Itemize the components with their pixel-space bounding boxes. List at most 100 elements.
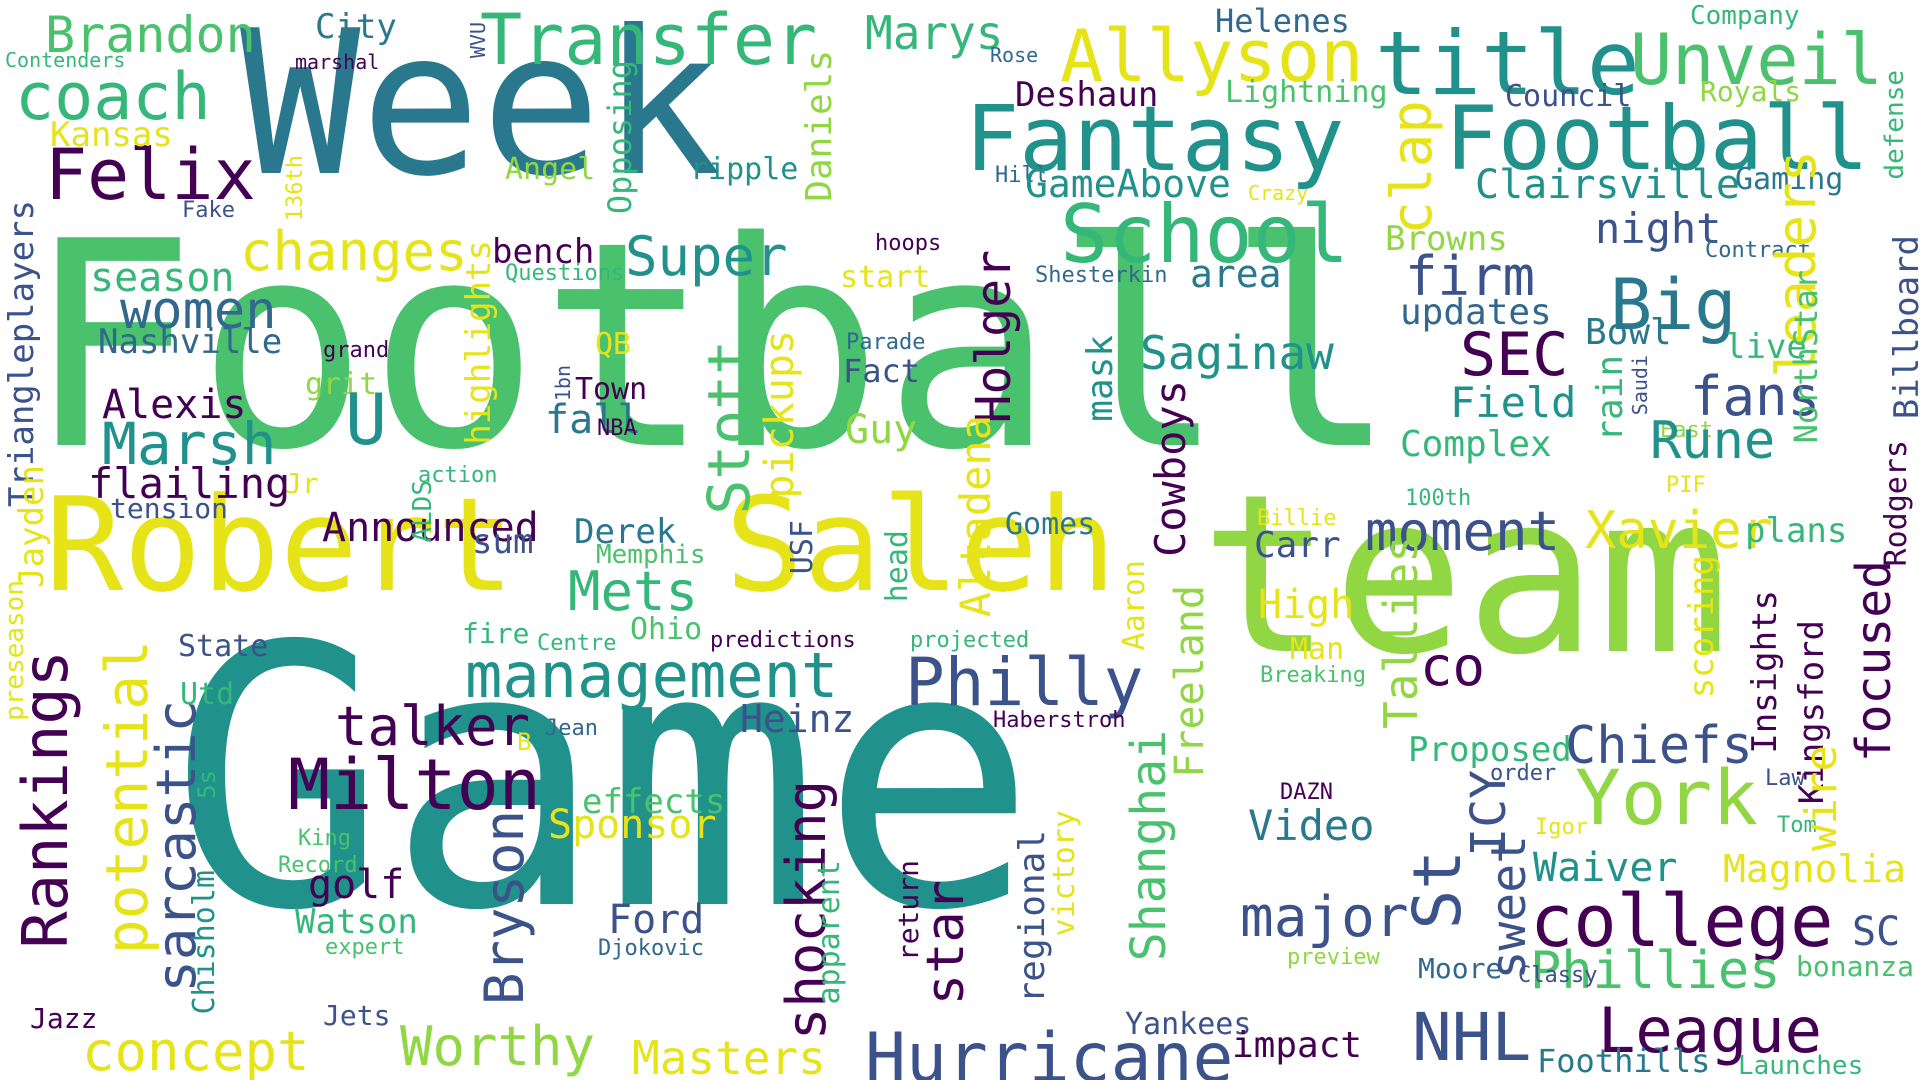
word-man: Man <box>1290 632 1345 667</box>
word-b: B <box>517 728 532 756</box>
word-cowboys: Cowboys <box>1146 380 1195 558</box>
word-contract: Contract <box>1705 238 1811 263</box>
word-city: City <box>315 7 397 47</box>
word-co: co <box>1420 635 1486 698</box>
word-helenes: Helenes <box>1215 2 1350 40</box>
word-royals: Royals <box>1700 75 1802 108</box>
word-jr: Jr <box>285 467 319 500</box>
word-jean: Jean <box>545 716 598 741</box>
word-watson: Watson <box>295 902 418 942</box>
word-league: League <box>1598 994 1822 1067</box>
word-clairsville: Clairsville <box>1475 162 1740 208</box>
word-effects: effects <box>582 782 726 822</box>
word-st: St <box>1399 850 1476 930</box>
word-utd: Utd <box>180 677 235 712</box>
word-sponsor: Sponsor <box>548 802 717 848</box>
word-night: night <box>1595 204 1722 253</box>
word-proposed: Proposed <box>1408 730 1572 770</box>
word-high: High <box>1258 582 1355 628</box>
word-team: team <box>1200 447 1730 703</box>
word-daniels: Daniels <box>799 50 840 202</box>
word-video: Video <box>1248 801 1375 850</box>
word-djokovic: Djokovic <box>598 936 704 961</box>
word-fans: fans <box>1690 365 1821 428</box>
word-alexis: Alexis <box>102 382 247 428</box>
word-aaron: Aaron <box>1117 560 1152 651</box>
word-rose: Rose <box>990 43 1039 67</box>
word-football: Football <box>1445 87 1869 190</box>
word-game: Game <box>170 570 1037 989</box>
word-foothills: Foothills <box>1537 1042 1711 1080</box>
word-breaking: Breaking <box>1260 663 1366 688</box>
word-shanghai: Shanghai <box>1121 730 1177 962</box>
word-company: Company <box>1690 1 1800 31</box>
word-parade: Parade <box>846 330 926 355</box>
word-philly: Philly <box>905 644 1144 721</box>
word-sec: SEC <box>1460 320 1569 390</box>
word-updates: updates <box>1400 292 1552 333</box>
word-return: return <box>892 860 925 962</box>
word-ford: Ford <box>608 897 705 943</box>
word-chisholm: Chisholm <box>187 870 222 1015</box>
word-field: Field <box>1450 378 1577 427</box>
word-northstar: NorthStar <box>1787 270 1825 444</box>
word-wvu: WVU <box>466 22 490 59</box>
word-rankings: Rankings <box>9 650 82 949</box>
word-hoops: hoops <box>875 231 942 256</box>
word-rune: Rune <box>1650 411 1776 471</box>
word-changes: changes <box>240 220 468 283</box>
word-1bn: 1bn <box>551 365 575 402</box>
word-season: season <box>90 255 235 301</box>
word-haberstroh: Haberstroh <box>993 708 1126 733</box>
word-phillies: Phillies <box>1530 941 1781 1001</box>
word-focused: focused <box>1846 560 1902 763</box>
word-saudi: Saudi <box>1628 355 1652 416</box>
word-defense: defense <box>1880 70 1910 180</box>
word-chiefs: Chiefs <box>1565 716 1753 776</box>
word-questions: Questions <box>505 261 625 286</box>
word-flailing: flailing <box>88 459 291 508</box>
word-launches: Launches <box>1738 1051 1864 1080</box>
word-impact: impact <box>1232 1025 1363 1066</box>
word-apparent: apparent <box>812 860 847 1005</box>
word-100th: 100th <box>1405 486 1472 511</box>
word-complex: Complex <box>1400 424 1552 465</box>
word-transfer: Transfer <box>480 0 818 81</box>
word-yankees: Yankees <box>1125 1007 1252 1042</box>
word-unveil: Unveil <box>1630 19 1883 101</box>
word-angel: Angel <box>505 152 596 187</box>
word-nhl: NHL <box>1412 999 1532 1076</box>
word-mets: Mets <box>568 560 699 623</box>
word-head: head <box>880 530 915 603</box>
word-allyson: Allyson <box>1060 14 1364 98</box>
word-altadena: Altadena <box>951 415 1000 618</box>
word-insights: Insights <box>1745 590 1785 754</box>
word-xavier: Xavier <box>1585 501 1773 561</box>
word-jayden: Jayden <box>12 465 52 588</box>
word-bryson: Bryson <box>473 810 536 1006</box>
word-holger: Holger <box>966 250 1022 424</box>
word-fall: fall <box>545 397 642 443</box>
word-golf: golf <box>308 862 405 908</box>
word-council: Council <box>1505 79 1632 114</box>
word-york: York <box>1575 753 1759 842</box>
word-masters: Masters <box>632 1031 826 1080</box>
word-browns: Browns <box>1385 219 1508 259</box>
word-fact: Fact <box>843 352 921 390</box>
word-predictions: predictions <box>710 628 856 653</box>
word-sc: SC <box>1852 909 1901 955</box>
word-jets: Jets <box>323 999 391 1032</box>
word-area: area <box>1190 252 1282 296</box>
word-bonanza: bonanza <box>1796 950 1915 983</box>
word-tallies: Tallies <box>1374 535 1428 729</box>
word-scoring: scoring <box>1682 555 1722 699</box>
word-major: major <box>1240 885 1409 950</box>
word-live: live <box>1725 327 1807 367</box>
word-sum: sum <box>472 522 534 562</box>
word-east: East <box>1660 418 1713 443</box>
word-heinz: Heinz <box>740 697 855 741</box>
word-usf: USF <box>785 520 820 575</box>
word-title: title <box>1375 12 1640 115</box>
word-felix: Felix <box>45 134 256 216</box>
